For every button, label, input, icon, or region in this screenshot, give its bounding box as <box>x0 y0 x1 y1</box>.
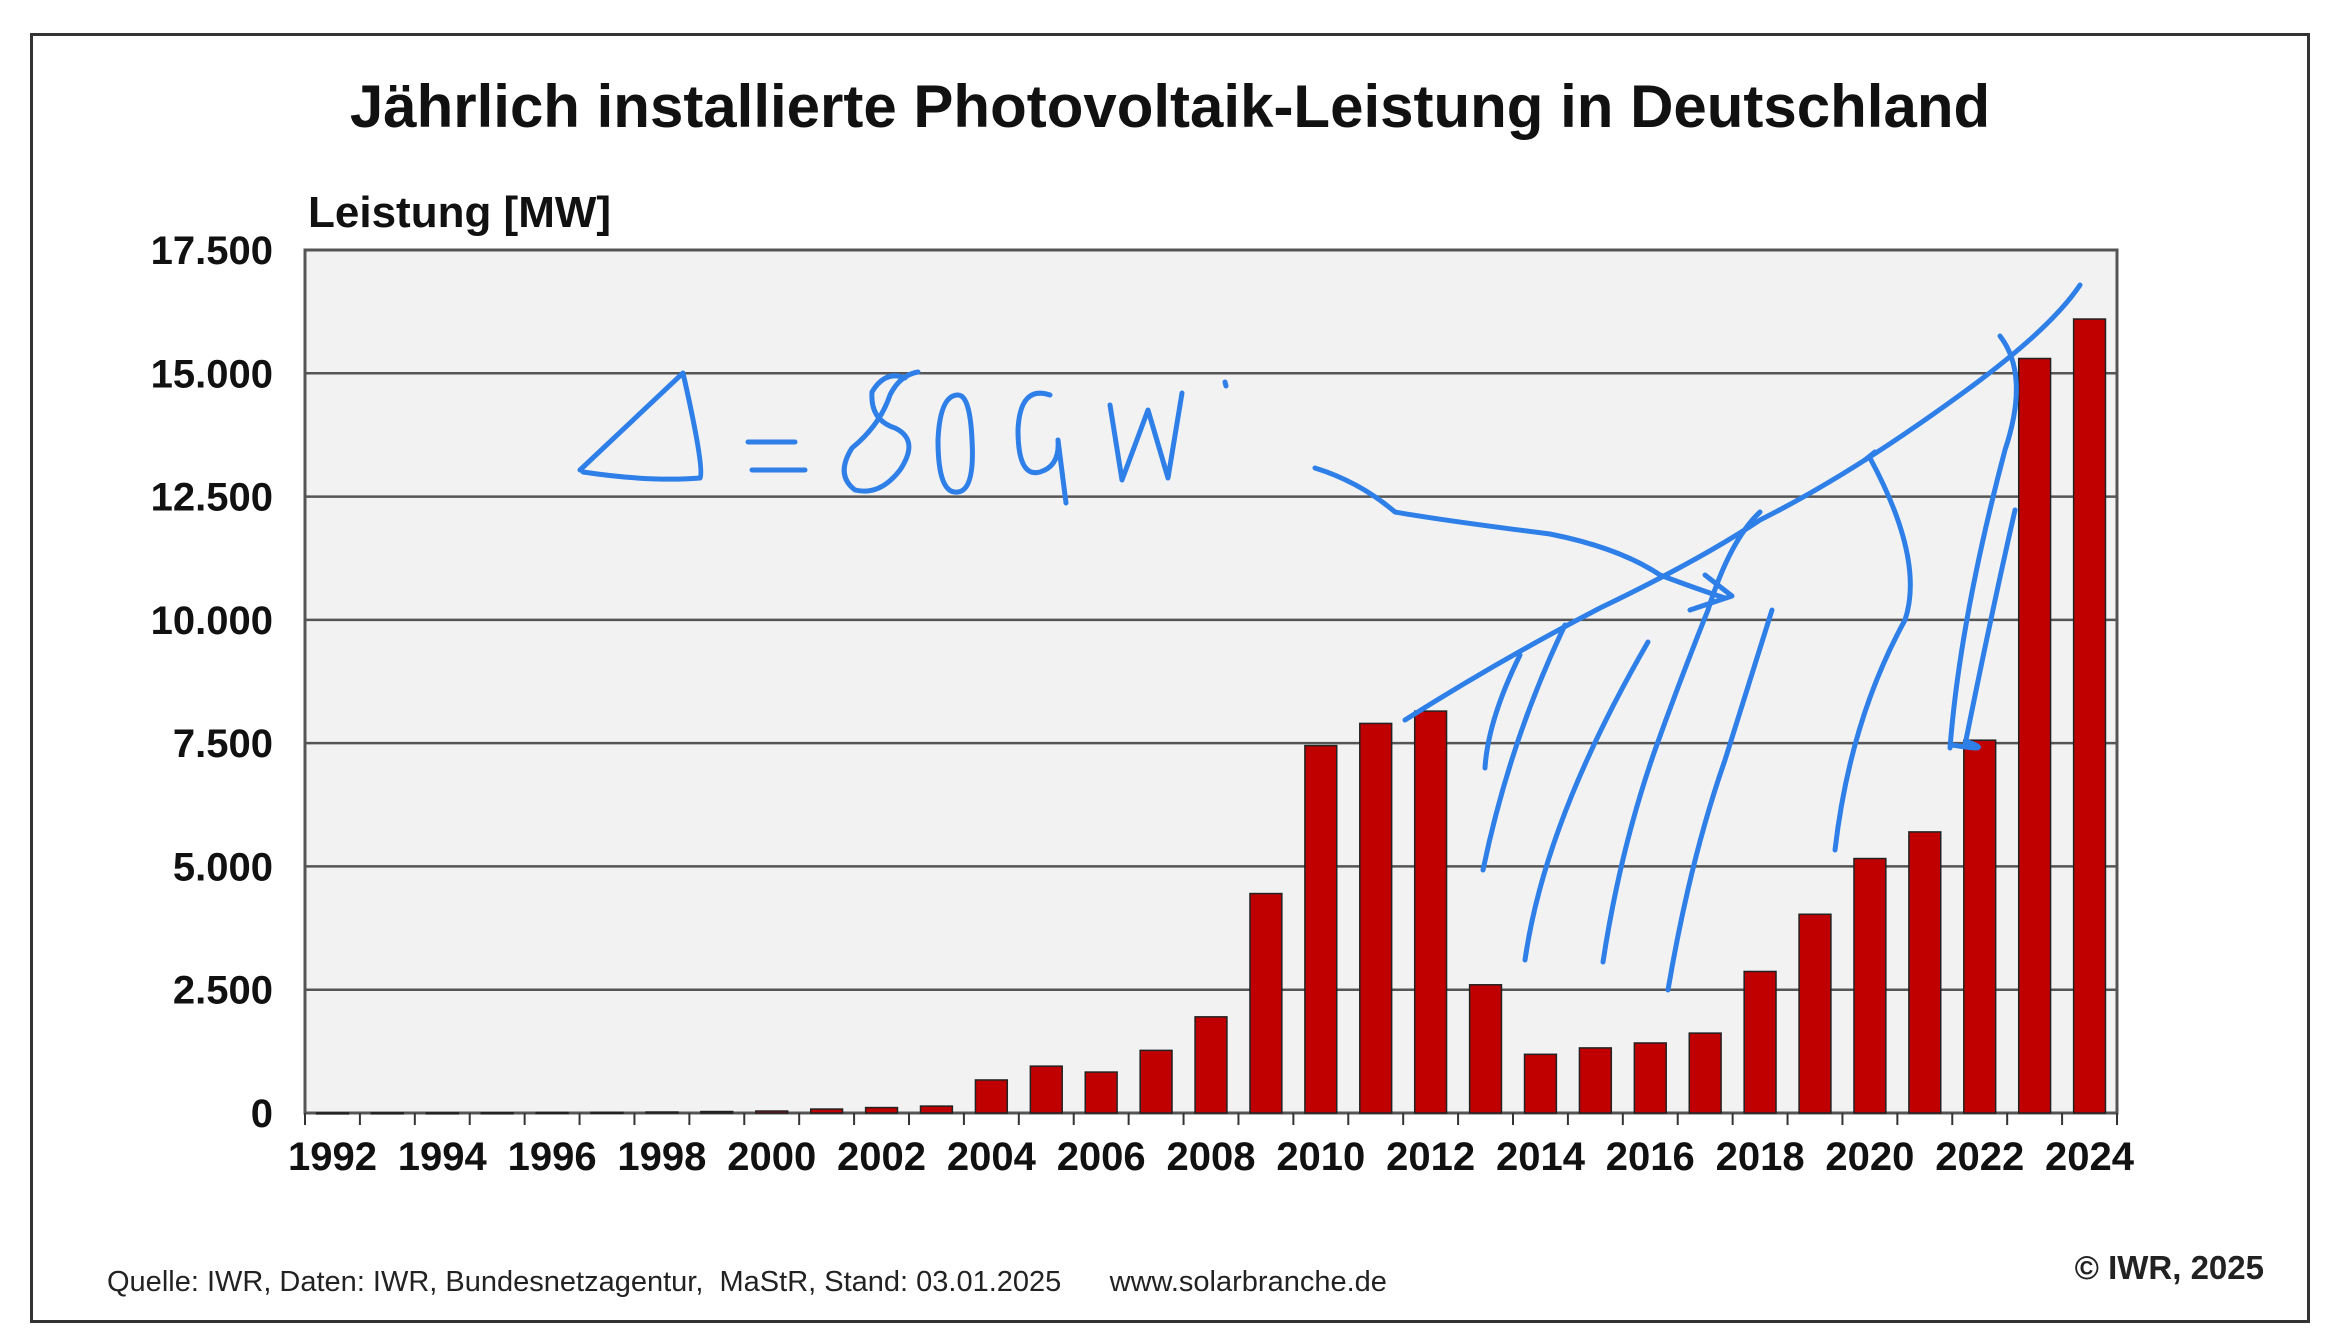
bar-1995 <box>480 1112 514 1115</box>
bar-2004 <box>974 1079 1009 1114</box>
y-tick-label: 10.000 <box>151 599 273 643</box>
bar-2020 <box>1853 857 1887 1114</box>
copyright-note: © IWR, 2025 <box>2074 1249 2264 1286</box>
bar-1996 <box>535 1111 569 1115</box>
y-tick-label: 7.500 <box>173 722 273 766</box>
y-tick-label: 12.500 <box>151 476 273 520</box>
bar-2005 <box>1029 1065 1063 1114</box>
bars <box>315 318 2107 1115</box>
bar-2010 <box>1304 744 1338 1114</box>
bar-1999 <box>700 1110 734 1114</box>
y-tick-labels: 0 2.500 5.000 7.500 10.000 12.500 15.000 17.500 <box>151 229 273 1136</box>
bar-2019 <box>1798 913 1832 1114</box>
x-tick-label: 2010 <box>1276 1135 1365 1179</box>
bar-2018 <box>1743 970 1777 1114</box>
bar-2017 <box>1688 1032 1722 1114</box>
bar-2001 <box>809 1108 844 1114</box>
bar-2003 <box>919 1105 954 1114</box>
x-tick-label: 1996 <box>508 1135 597 1179</box>
x-tick-label: 2016 <box>1606 1135 1695 1179</box>
source-note: Quelle: IWR, Daten: IWR, Bundesnetzagent… <box>107 1266 1387 1298</box>
y-axis-label: Leistung [MW] <box>308 188 612 237</box>
x-tick-label: 2022 <box>1935 1135 2024 1179</box>
x-tick-label: 2024 <box>2045 1135 2135 1179</box>
bar-2002 <box>864 1106 899 1114</box>
x-tick-label: 2006 <box>1057 1135 1146 1179</box>
bar-2000 <box>755 1110 789 1114</box>
bar-2014 <box>1523 1053 1558 1114</box>
bar-2024 <box>2072 318 2107 1114</box>
y-tick-label: 5.000 <box>173 845 273 889</box>
y-tick-label: 0 <box>251 1092 273 1136</box>
x-tick-label: 2014 <box>1496 1135 1586 1179</box>
bar-2022 <box>1963 739 1997 1114</box>
bar-2012 <box>1413 710 1448 1114</box>
x-tick-label: 2000 <box>727 1135 816 1179</box>
y-tick-label: 15.000 <box>151 352 273 396</box>
y-tick-label: 2.500 <box>173 969 273 1013</box>
bar-2011 <box>1359 722 1393 1114</box>
x-tick-label: 1994 <box>398 1135 488 1179</box>
bar-1994 <box>425 1112 459 1115</box>
x-tick-label: 1992 <box>288 1135 377 1179</box>
bar-2009 <box>1249 892 1283 1114</box>
bar-2007 <box>1139 1049 1173 1114</box>
bar-2006 <box>1084 1071 1118 1114</box>
x-tick-label: 1998 <box>617 1135 706 1179</box>
x-tick-label: 2012 <box>1386 1135 1475 1179</box>
bar-2008 <box>1194 1016 1228 1114</box>
y-tick-label: 17.500 <box>151 229 273 273</box>
chart-title: Jährlich installierte Photovoltaik-Leist… <box>349 73 1991 140</box>
x-tick-labels: 1992 1994 1996 1998 2000 2002 2004 2006 2008 2010… <box>288 1113 2135 1179</box>
handwritten-annotation <box>577 282 2083 993</box>
bar-2021 <box>1908 831 1942 1114</box>
bar-1993 <box>370 1112 405 1115</box>
x-tick-label: 2018 <box>1716 1135 1805 1179</box>
x-tick-label: 2004 <box>947 1135 1037 1179</box>
bar-2023 <box>2017 357 2052 1114</box>
bar-2015 <box>1578 1047 1613 1114</box>
bar-2013 <box>1468 984 1503 1114</box>
x-tick-label: 2002 <box>837 1135 926 1179</box>
bar-2016 <box>1633 1042 1667 1114</box>
bar-1997 <box>590 1111 624 1115</box>
plot-area <box>303 248 2119 1115</box>
bar-1992 <box>315 1112 350 1115</box>
bar-1998 <box>645 1111 679 1114</box>
x-tick-label: 2008 <box>1167 1135 1256 1179</box>
x-tick-label: 2020 <box>1825 1135 1914 1179</box>
